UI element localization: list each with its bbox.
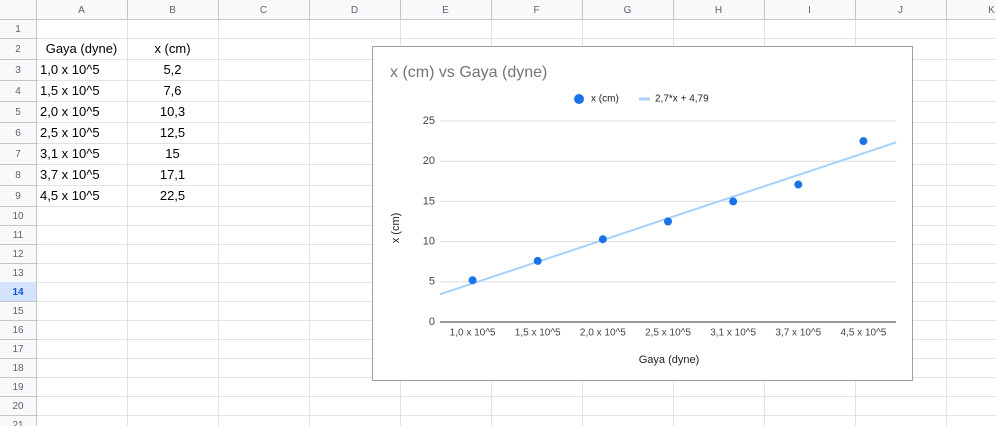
row-header-bar <box>0 0 36 426</box>
legend-label: 2,7*x + 4,79 <box>655 94 709 105</box>
selected-row-header <box>0 282 36 301</box>
cell: 10,3 <box>160 104 185 119</box>
row-header: 18 <box>12 363 24 374</box>
cell: 17,1 <box>160 167 185 182</box>
row-header: 13 <box>12 268 24 279</box>
column-header: J <box>898 5 903 16</box>
column-header: H <box>715 5 722 16</box>
column-header: K <box>988 5 995 16</box>
column-header: D <box>351 5 358 16</box>
y-axis-label: x (cm) <box>390 213 402 244</box>
row-header: 6 <box>15 128 21 139</box>
x-tick-label: 1,0 x 10^5 <box>450 328 496 339</box>
x-tick-label: 2,0 x 10^5 <box>580 328 626 339</box>
chart: x (cm) vs Gaya (dyne) Gaya (dyne) x (cm)… <box>372 46 913 381</box>
cell: Gaya (dyne) <box>46 41 118 56</box>
cell: 4,5 x 10^5 <box>40 188 100 203</box>
column-header: I <box>808 5 811 16</box>
column-header: F <box>533 5 539 16</box>
y-tick-label: 0 <box>429 316 435 328</box>
cell: x (cm) <box>154 41 190 56</box>
cell: 3,1 x 10^5 <box>40 146 100 161</box>
row-header: 14 <box>12 287 24 298</box>
chart-title: x (cm) vs Gaya (dyne) <box>390 64 547 81</box>
legend-marker <box>574 94 584 104</box>
legend-label: x (cm) <box>591 94 619 105</box>
row-header: 20 <box>12 401 24 412</box>
data-point <box>533 256 542 265</box>
cell: 1,0 x 10^5 <box>40 62 100 77</box>
cell: 7,6 <box>163 83 181 98</box>
row-header: 21 <box>12 420 24 426</box>
data-point <box>664 217 672 226</box>
x-tick-label: 2,5 x 10^5 <box>645 328 691 339</box>
cell: 2,0 x 10^5 <box>40 104 100 119</box>
row-header: 8 <box>15 170 21 181</box>
y-tick-label: 10 <box>423 236 435 248</box>
y-tick-label: 15 <box>423 195 435 207</box>
row-header: 11 <box>13 230 24 241</box>
column-header: A <box>78 5 85 16</box>
data-point <box>598 235 607 244</box>
row-header: 1 <box>15 24 21 35</box>
column-header: E <box>442 5 449 16</box>
row-header: 9 <box>15 191 21 202</box>
x-axis-label: Gaya (dyne) <box>639 354 700 366</box>
column-header: B <box>169 5 176 16</box>
y-tick-label: 5 <box>429 276 435 288</box>
chart-frame <box>372 46 913 381</box>
row-header: 4 <box>15 86 21 97</box>
row-header: 19 <box>12 382 24 393</box>
row-header: 2 <box>15 44 21 55</box>
cell: 22,5 <box>160 188 185 203</box>
x-tick-label: 1,5 x 10^5 <box>515 328 561 339</box>
row-header: 17 <box>12 344 24 355</box>
cell: 1,5 x 10^5 <box>40 83 100 98</box>
sheet-cells: Gaya (dyne) x (cm) 1,0 x 10^5 5,2 1,5 x 10^5… <box>40 41 191 203</box>
cell: 15 <box>165 146 179 161</box>
cell: 12,5 <box>160 125 185 140</box>
cell: 3,7 x 10^5 <box>40 167 100 182</box>
data-point <box>859 137 868 146</box>
cell: 2,5 x 10^5 <box>40 125 100 140</box>
cell: 5,2 <box>163 62 181 77</box>
column-header-bar <box>0 0 996 19</box>
data-point <box>794 180 803 189</box>
y-tick-label: 25 <box>423 115 435 127</box>
y-tick-label: 20 <box>423 155 435 167</box>
row-header: 7 <box>15 149 21 160</box>
x-tick-label: 3,1 x 10^5 <box>710 328 756 339</box>
x-tick-label: 4,5 x 10^5 <box>841 328 887 339</box>
row-header: 5 <box>15 107 21 118</box>
row-header: 15 <box>12 306 24 317</box>
row-header: 12 <box>12 249 24 260</box>
column-header: C <box>260 5 267 16</box>
row-header: 3 <box>15 65 21 76</box>
data-point <box>729 197 738 206</box>
x-tick-label: 3,7 x 10^5 <box>775 328 821 339</box>
row-header: 10 <box>12 211 24 222</box>
column-header: G <box>624 5 632 16</box>
row-header: 16 <box>12 325 24 336</box>
data-point <box>468 276 477 285</box>
